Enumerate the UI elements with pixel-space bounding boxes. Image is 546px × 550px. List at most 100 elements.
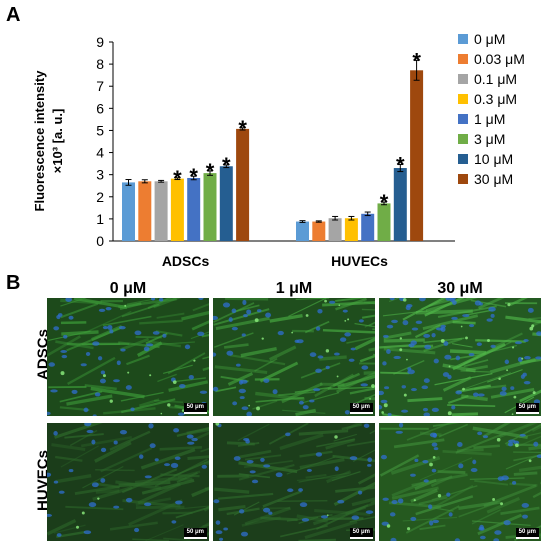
- cell-fiber: [298, 429, 349, 436]
- cell-nucleus: [406, 304, 413, 308]
- fluorescent-spot: [215, 423, 220, 426]
- category-label: ADSCs: [162, 253, 210, 269]
- bar: [154, 181, 168, 241]
- cell-nucleus: [349, 456, 358, 461]
- category-label: HUVECs: [331, 253, 388, 269]
- fluorescent-spot: [167, 403, 171, 407]
- cell-fiber: [269, 345, 297, 361]
- cell-nucleus: [50, 389, 58, 393]
- cell-nucleus: [414, 458, 419, 463]
- cell-fiber: [51, 443, 86, 452]
- cell-nucleus: [391, 319, 398, 324]
- cell-nucleus: [98, 308, 106, 312]
- cell-fiber: [137, 482, 181, 505]
- cell-fiber: [121, 398, 176, 414]
- cell-nucleus: [382, 497, 389, 501]
- cell-fiber: [351, 497, 375, 507]
- cell-fiber: [191, 486, 209, 498]
- cell-nucleus: [401, 409, 409, 413]
- cell-nucleus: [455, 390, 462, 395]
- cell-nucleus: [479, 535, 486, 540]
- cell-nucleus: [387, 412, 392, 416]
- cell-fiber: [162, 364, 193, 374]
- cell-nucleus: [242, 299, 247, 306]
- cell-fiber: [469, 477, 525, 480]
- cell-nucleus: [462, 314, 470, 318]
- cell-nucleus: [477, 431, 483, 436]
- cell-nucleus: [384, 386, 390, 390]
- col-header-0um: 0 μM: [109, 280, 147, 297]
- cell-fiber: [173, 460, 209, 477]
- cell-fiber: [65, 505, 124, 511]
- fluorescent-spot: [325, 349, 330, 353]
- cell-fiber: [225, 298, 269, 301]
- cell-fiber: [59, 390, 103, 403]
- cell-nucleus: [361, 365, 369, 370]
- cell-nucleus: [458, 463, 464, 469]
- cell-nucleus: [162, 333, 167, 338]
- fluorescent-spot: [437, 494, 442, 498]
- y-tick-label: 7: [96, 78, 104, 94]
- cell-fiber: [55, 455, 83, 462]
- cell-fiber: [115, 480, 161, 490]
- cell-fiber: [238, 473, 271, 479]
- cell-fiber: [217, 492, 274, 500]
- cell-nucleus: [448, 512, 453, 517]
- cell-fiber: [232, 304, 260, 313]
- cell-nucleus: [113, 379, 120, 383]
- cell-nucleus: [94, 392, 101, 397]
- cell-nucleus: [510, 386, 515, 391]
- cell-fiber: [315, 504, 369, 530]
- fluorescent-spot: [406, 358, 408, 361]
- cell-fiber: [73, 298, 128, 310]
- cell-fiber: [364, 321, 375, 328]
- fluorescent-spot: [496, 437, 501, 442]
- cell-nucleus: [186, 434, 194, 439]
- cell-fiber: [47, 519, 77, 536]
- cell-nucleus: [312, 388, 321, 392]
- cell-fiber: [337, 374, 375, 389]
- bar-chart: 0 1 2 3 4 5 6 7 8 9 Fluorescence intensity ×10³ [a.…: [32, 31, 525, 269]
- y-tick-label: 6: [96, 100, 104, 116]
- cell-nucleus: [102, 325, 108, 330]
- cell-nucleus: [149, 443, 156, 449]
- cell-nucleus: [191, 437, 198, 442]
- bar: [328, 218, 342, 241]
- cell-nucleus: [424, 344, 432, 350]
- cell-fiber: [513, 454, 541, 462]
- cell-nucleus: [440, 326, 446, 332]
- cell-nucleus: [410, 473, 416, 477]
- cell-nucleus: [333, 352, 340, 356]
- cell-fiber: [157, 373, 177, 383]
- fluorescent-spot: [529, 326, 534, 331]
- cell-fiber: [214, 332, 254, 348]
- fluorescent-spot: [447, 411, 452, 416]
- bar: [219, 166, 233, 241]
- cell-fiber: [486, 496, 521, 514]
- cell-fiber: [296, 514, 329, 523]
- cell-fiber: [531, 425, 541, 432]
- cell-fiber: [383, 338, 425, 343]
- cell-nucleus: [241, 333, 246, 337]
- cell-fiber: [255, 396, 304, 403]
- fluorescent-spot: [506, 369, 509, 372]
- bar: [410, 70, 424, 242]
- legend-label: 30 μM: [474, 171, 513, 187]
- cell-nucleus: [367, 457, 373, 463]
- cell-nucleus: [228, 317, 233, 323]
- cell-fiber: [94, 441, 132, 463]
- cell-nucleus: [188, 375, 194, 380]
- legend-swatch: [458, 54, 468, 64]
- fluorescent-spot: [429, 462, 433, 467]
- fluorescent-spot: [515, 443, 519, 448]
- cell-fiber: [513, 471, 538, 476]
- significance-star: *: [189, 164, 198, 189]
- cell-fiber: [449, 349, 487, 355]
- cell-nucleus: [351, 515, 360, 520]
- cell-fiber: [361, 308, 375, 311]
- cell-fiber: [414, 324, 441, 339]
- cell-nucleus: [277, 330, 284, 336]
- cell-fiber: [474, 479, 509, 486]
- cell-nucleus: [536, 331, 541, 336]
- cell-nucleus: [154, 458, 159, 462]
